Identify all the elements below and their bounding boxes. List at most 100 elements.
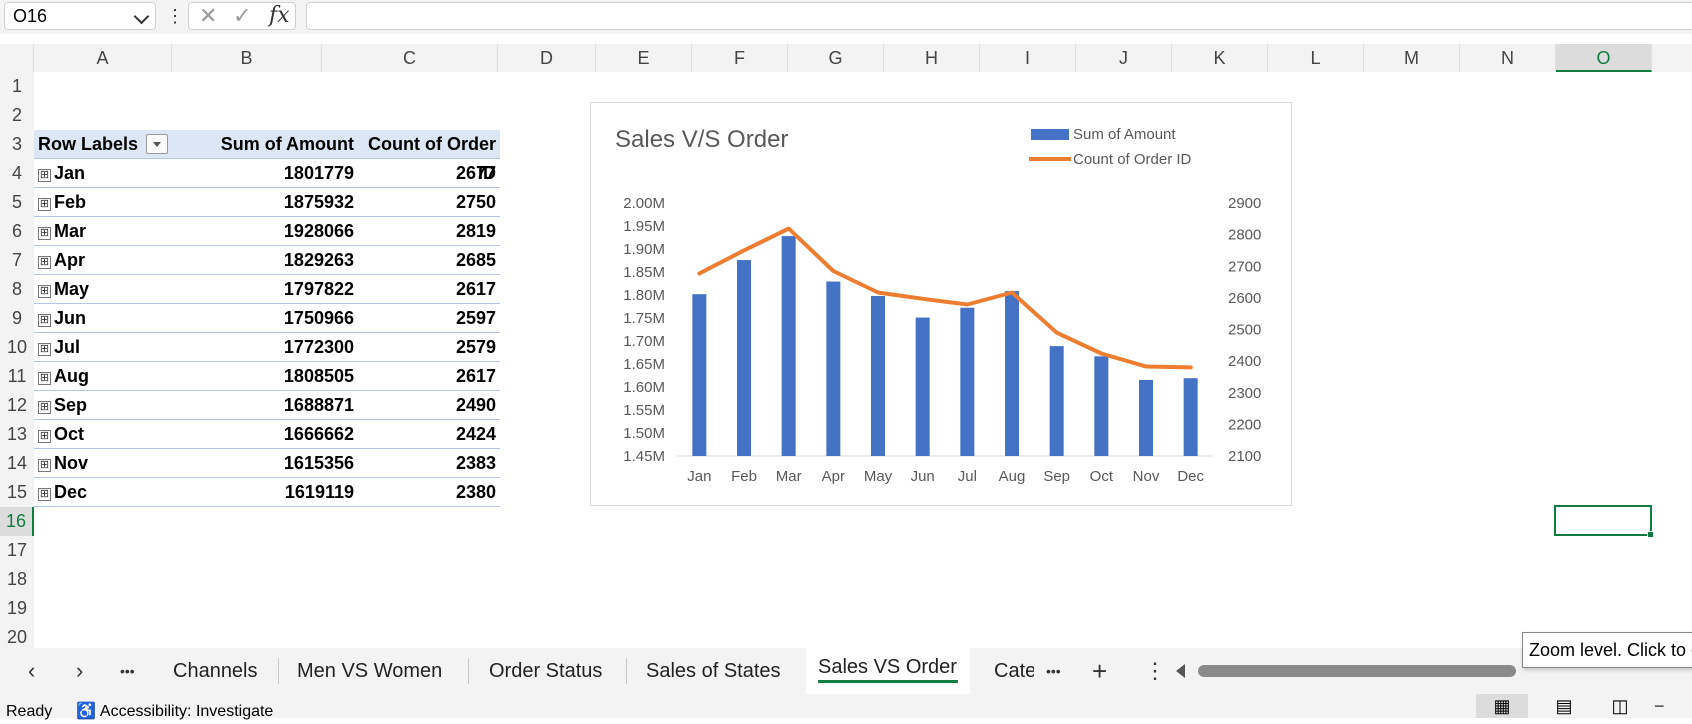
pivot-row[interactable]: ⊞ Jul 1772300 2579: [34, 333, 500, 362]
row-header-12[interactable]: 12: [6, 395, 28, 415]
row-header-9[interactable]: 9: [11, 308, 22, 328]
row-header-20[interactable]: 20: [6, 627, 28, 647]
column-header-i[interactable]: I: [980, 44, 1076, 72]
pivot-row[interactable]: ⊞ Apr 1829263 2685: [34, 246, 500, 275]
more-sheets-icon[interactable]: •••: [120, 663, 135, 679]
expand-icon[interactable]: ⊞: [38, 314, 51, 327]
formula-input[interactable]: [306, 2, 1692, 30]
row-header-6[interactable]: 6: [11, 221, 22, 241]
row-header-17[interactable]: 17: [6, 540, 28, 560]
row-header-16[interactable]: 16: [0, 507, 34, 536]
expand-icon[interactable]: ⊞: [38, 256, 51, 269]
column-header-d[interactable]: D: [498, 44, 596, 72]
filter-dropdown-icon[interactable]: [146, 134, 168, 154]
row-header-13[interactable]: 13: [6, 424, 28, 444]
chevron-down-icon[interactable]: [133, 8, 150, 25]
row-header-4[interactable]: 4: [11, 163, 22, 183]
more-tabs-icon[interactable]: •••: [1046, 663, 1061, 679]
zoom-out-icon[interactable]: −: [1654, 696, 1665, 716]
column-header-c[interactable]: C: [322, 44, 498, 72]
select-all-corner[interactable]: [0, 44, 34, 72]
count-of-order-cell: 2579: [455, 337, 496, 357]
row-header-11[interactable]: 11: [7, 366, 27, 386]
expand-icon[interactable]: ⊞: [38, 372, 51, 385]
page-layout-view-icon[interactable]: ▤: [1555, 696, 1573, 716]
expand-icon[interactable]: ⊞: [38, 198, 51, 211]
column-header-h[interactable]: H: [884, 44, 980, 72]
row-header-14[interactable]: 14: [6, 453, 28, 473]
column-header-b[interactable]: B: [172, 44, 322, 72]
column-header-l[interactable]: L: [1268, 44, 1364, 72]
pivot-row[interactable]: ⊞ Feb 1875932 2750: [34, 188, 500, 217]
sheet-options-icon[interactable]: ⋮: [1144, 658, 1166, 683]
selected-cell-o16[interactable]: [1554, 505, 1654, 538]
column-header-m[interactable]: M: [1364, 44, 1460, 72]
expand-icon[interactable]: ⊞: [38, 488, 51, 501]
row-header-3[interactable]: 3: [11, 134, 22, 154]
insert-function-icon[interactable]: fx: [269, 3, 290, 28]
pivot-row[interactable]: ⊞ Jun 1750966 2597: [34, 304, 500, 333]
x-tick-label: Jul: [958, 468, 977, 485]
name-box[interactable]: O16: [4, 2, 156, 30]
pivot-row[interactable]: ⊞ May 1797822 2617: [34, 275, 500, 304]
row-header-2[interactable]: 2: [11, 105, 22, 125]
bar-jan: [692, 294, 707, 456]
tab-men-vs-women[interactable]: Men VS Women: [297, 660, 443, 682]
expand-icon[interactable]: ⊞: [38, 459, 51, 472]
scrollbar-thumb[interactable]: [1198, 665, 1516, 677]
tab-order-status[interactable]: Order Status: [489, 660, 603, 682]
enter-icon[interactable]: ✓: [233, 3, 252, 28]
horizontal-scrollbar[interactable]: [1176, 660, 1516, 682]
normal-view-icon[interactable]: ▦: [1476, 694, 1528, 718]
prev-sheet-icon[interactable]: ‹: [28, 658, 36, 683]
row-header-1[interactable]: 1: [11, 76, 22, 96]
y-primary-tick-label: 1.55M: [623, 402, 665, 419]
page-break-view-icon[interactable]: ◫: [1611, 696, 1629, 716]
expand-icon[interactable]: ⊞: [38, 285, 51, 298]
column-header-j[interactable]: J: [1076, 44, 1172, 72]
pivot-row[interactable]: ⊞ Nov 1615356 2383: [34, 449, 500, 478]
column-header-k[interactable]: K: [1172, 44, 1268, 72]
expand-icon[interactable]: ⊞: [38, 169, 51, 182]
row-header-19[interactable]: 19: [6, 598, 28, 618]
x-tick-label: Jun: [911, 468, 935, 485]
add-sheet-icon[interactable]: +: [1092, 656, 1108, 686]
pivot-row[interactable]: ⊞ Oct 1666662 2424: [34, 420, 500, 449]
month-label: Jun: [54, 308, 87, 328]
next-sheet-icon[interactable]: ›: [76, 658, 84, 683]
row-header-10[interactable]: 10: [6, 337, 28, 357]
column-header-e[interactable]: E: [596, 44, 692, 72]
sales-vs-order-chart[interactable]: Sales V/S Order Sum of Amount Count of Ord…: [590, 102, 1292, 506]
row-header-18[interactable]: 18: [6, 569, 28, 589]
tab-sales-vs-order[interactable]: Sales VS Order: [818, 656, 957, 678]
expand-icon[interactable]: ⊞: [38, 401, 51, 414]
pivot-row[interactable]: ⊞ Jan 1801779 2677: [34, 159, 500, 188]
column-header-f[interactable]: F: [692, 44, 788, 72]
column-header-g[interactable]: G: [788, 44, 884, 72]
row-header-5[interactable]: 5: [11, 192, 22, 212]
pivot-row[interactable]: ⊞ Sep 1688871 2490: [34, 391, 500, 420]
pivot-row[interactable]: ⊞ Aug 1808505 2617: [34, 362, 500, 391]
expand-icon[interactable]: ⊞: [38, 343, 51, 356]
scroll-left-icon[interactable]: [1176, 664, 1185, 678]
expand-icon[interactable]: ⊞: [38, 227, 51, 240]
column-header-n[interactable]: N: [1460, 44, 1556, 72]
tab-cate[interactable]: Cate: [994, 660, 1034, 682]
tab-channels[interactable]: Channels: [173, 660, 258, 682]
pivot-row[interactable]: ⊞ Dec 1619119 2380: [34, 478, 500, 507]
expand-icon[interactable]: ⊞: [38, 430, 51, 443]
formula-actions: ✕ ✓ fx: [188, 2, 296, 30]
pivot-row[interactable]: ⊞ Mar 1928066 2819: [34, 217, 500, 246]
more-options-icon[interactable]: ⋮: [166, 6, 184, 26]
cancel-icon[interactable]: ✕: [199, 3, 218, 28]
tab-sales-of-states[interactable]: Sales of States: [646, 660, 781, 682]
column-header-o[interactable]: O: [1556, 44, 1652, 72]
count-of-order-cell: 2617: [455, 366, 496, 386]
row-header-15[interactable]: 15: [6, 482, 28, 502]
row-header-7[interactable]: 7: [11, 250, 22, 270]
row-header-8[interactable]: 8: [11, 279, 22, 299]
y-secondary-tick-label: 2400: [1228, 353, 1261, 370]
accessibility-status[interactable]: ♿ Accessibility: Investigate: [76, 700, 273, 724]
column-header-a[interactable]: A: [34, 44, 172, 72]
